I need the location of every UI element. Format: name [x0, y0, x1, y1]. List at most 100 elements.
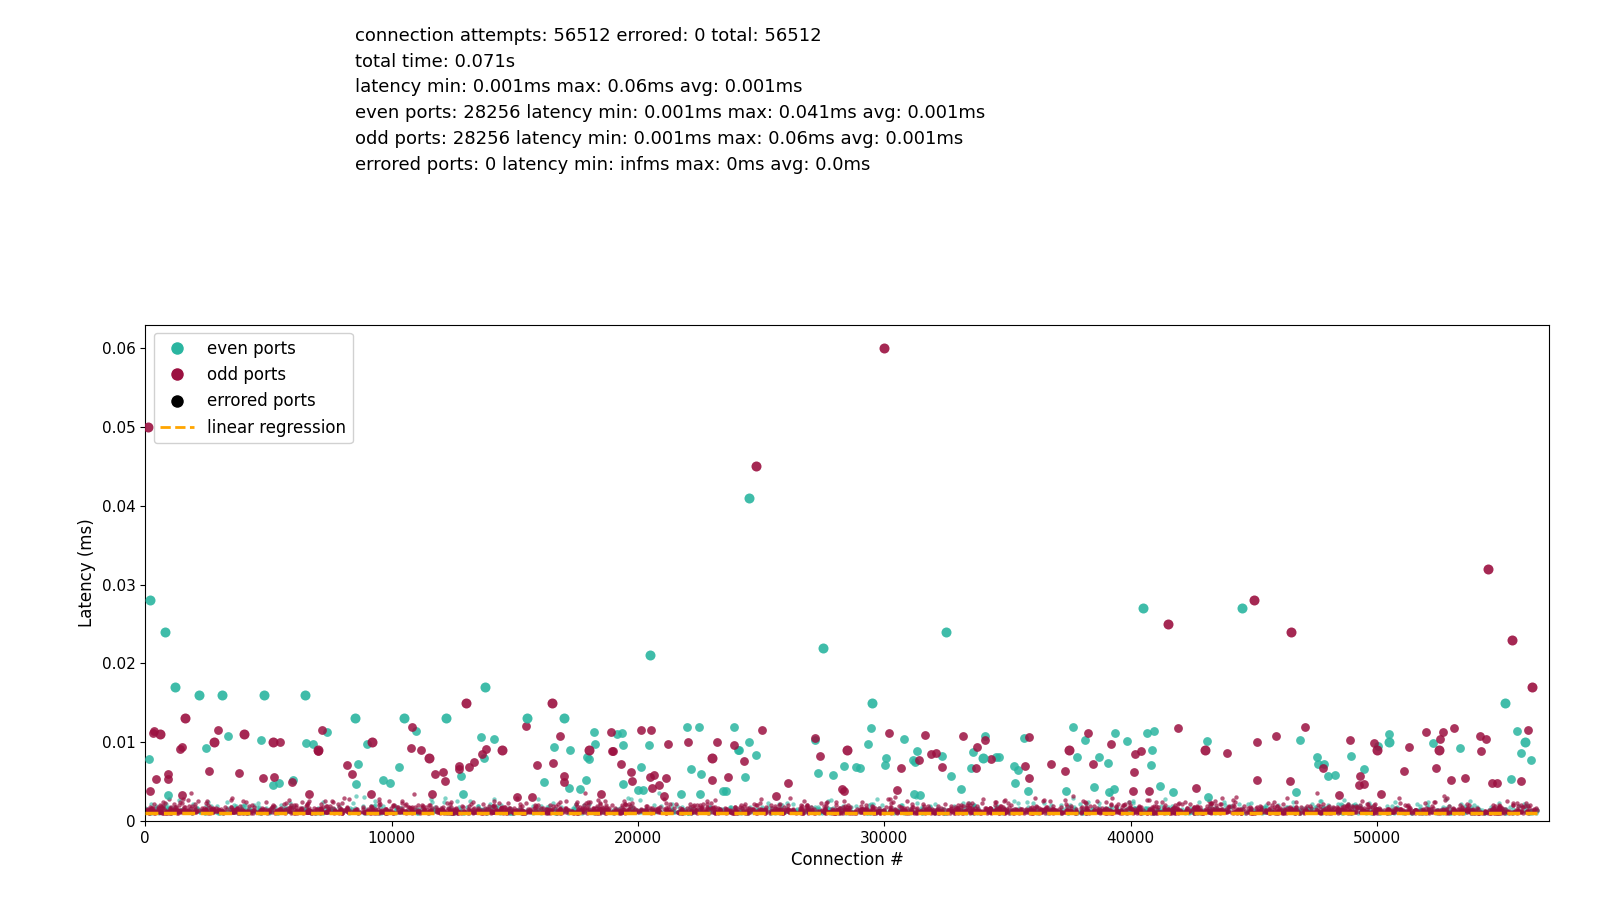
Point	[1480, 805, 1506, 820]
Point	[731, 798, 757, 813]
Point	[739, 803, 765, 817]
Point	[1027, 805, 1052, 820]
Point	[1244, 805, 1270, 819]
Point	[1257, 803, 1283, 817]
Point	[516, 803, 542, 817]
Point	[891, 803, 917, 817]
Point	[571, 797, 597, 812]
Point	[941, 803, 967, 817]
Point	[450, 800, 476, 815]
Point	[302, 801, 328, 815]
Point	[746, 803, 771, 817]
Point	[1382, 802, 1407, 816]
Point	[880, 804, 905, 818]
Point	[231, 802, 257, 816]
Point	[337, 805, 363, 819]
Point	[886, 804, 912, 818]
Point	[639, 804, 665, 818]
Point	[303, 803, 329, 817]
Point	[1139, 742, 1165, 757]
Point	[158, 805, 184, 820]
Point	[668, 805, 694, 820]
Point	[1482, 798, 1507, 813]
Point	[157, 804, 182, 818]
Point	[471, 805, 497, 819]
Point	[1125, 801, 1151, 815]
Point	[362, 802, 387, 816]
Point	[1141, 805, 1167, 819]
Point	[575, 750, 600, 764]
Point	[846, 802, 872, 816]
Point	[1149, 795, 1175, 809]
Point	[1194, 804, 1220, 818]
Point	[424, 805, 450, 819]
Point	[691, 796, 717, 811]
Point	[1248, 804, 1273, 818]
Point	[1162, 803, 1188, 817]
Point	[1290, 803, 1315, 817]
Point	[1139, 803, 1165, 817]
Point	[1516, 804, 1541, 818]
Point	[1018, 803, 1044, 817]
Point	[1328, 799, 1354, 814]
Point	[1403, 803, 1428, 817]
Point	[512, 805, 537, 820]
Point	[867, 805, 893, 820]
Point	[733, 805, 759, 820]
Point	[1080, 757, 1106, 771]
Point	[886, 798, 912, 813]
Point	[813, 805, 839, 820]
Point	[526, 805, 552, 819]
Point	[394, 804, 420, 818]
Point	[1160, 805, 1186, 820]
Point	[231, 804, 257, 818]
Point	[839, 805, 865, 820]
Point	[179, 805, 205, 820]
Point	[1435, 802, 1461, 816]
Point	[455, 803, 481, 817]
Point	[1322, 768, 1348, 782]
Point	[802, 800, 828, 815]
Point	[1027, 801, 1052, 815]
Point	[1243, 801, 1269, 815]
Point	[725, 802, 751, 816]
Point	[502, 801, 528, 815]
Point	[1220, 805, 1246, 820]
Point	[266, 776, 292, 790]
Point	[312, 800, 337, 815]
Point	[1036, 805, 1062, 820]
Point	[1135, 800, 1160, 815]
Point	[1443, 805, 1469, 820]
Point	[1006, 796, 1031, 811]
Point	[1106, 796, 1131, 811]
Point	[849, 802, 875, 816]
Point	[847, 805, 873, 819]
Point	[536, 803, 562, 817]
Point	[799, 799, 825, 814]
Point	[239, 803, 265, 817]
Point	[218, 804, 244, 818]
Point	[1411, 805, 1436, 819]
Point	[1488, 802, 1514, 816]
Point	[723, 800, 749, 815]
Point	[1188, 803, 1214, 817]
Point	[1257, 805, 1283, 820]
Point	[158, 805, 184, 820]
Point	[788, 804, 813, 818]
Point	[825, 803, 851, 817]
Point	[654, 805, 679, 820]
Point	[579, 805, 605, 819]
Point	[1441, 803, 1467, 817]
Point	[529, 805, 555, 819]
Point	[976, 805, 1002, 819]
Point	[439, 805, 465, 820]
Point	[720, 805, 746, 819]
Point	[778, 804, 804, 818]
Point	[726, 804, 752, 818]
Point	[1002, 802, 1028, 816]
Point	[357, 805, 383, 820]
Point	[1338, 805, 1364, 820]
Point	[673, 805, 699, 819]
Point	[402, 800, 428, 815]
Point	[271, 805, 297, 820]
